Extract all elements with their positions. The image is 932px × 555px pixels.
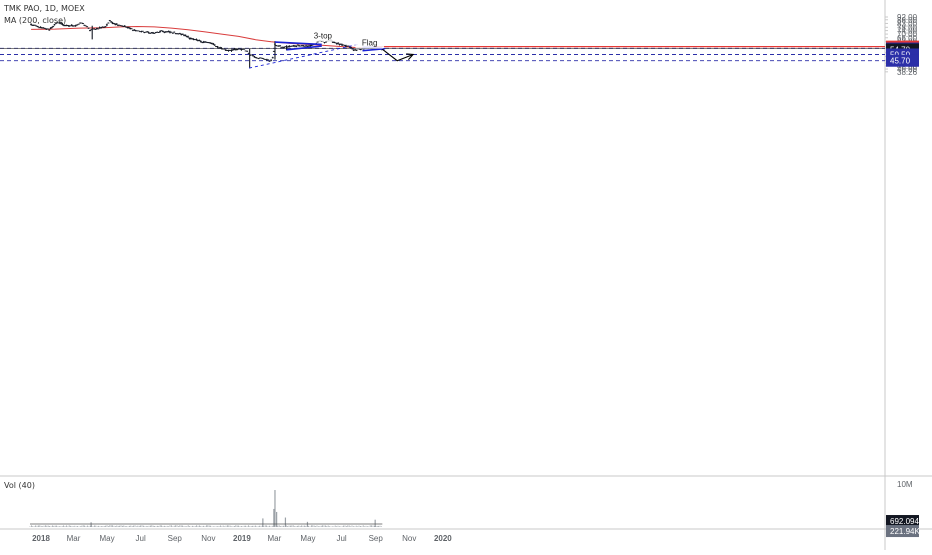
x-tick-label: Nov: [402, 534, 416, 543]
x-tick-label: Mar: [67, 534, 81, 543]
drawings-layer: 3-top Flag: [249, 28, 885, 69]
y-tick-label: 78.00: [897, 23, 918, 32]
trendline: [362, 47, 386, 52]
price-label: 45.70: [890, 57, 911, 66]
x-tick-label: Mar: [268, 534, 282, 543]
price-labels: 57.2655.7055.5054.7050.5045.70692.094K22…: [886, 40, 925, 538]
x-tick-label: Jul: [136, 534, 146, 543]
price-label-box: [886, 54, 919, 67]
volume-scale-label: 10M: [897, 480, 913, 489]
three-top-label: 3-top: [314, 31, 333, 40]
y-tick-label: 38.26: [897, 68, 918, 77]
flag-label: Flag: [362, 39, 378, 48]
x-tick-label: Jul: [336, 534, 346, 543]
flag-label-bg: [355, 35, 385, 49]
y-tick-label: 92.00: [897, 13, 918, 22]
trendline: [286, 45, 322, 51]
x-tick-label: Sep: [369, 534, 384, 543]
y-tick-label: 66.00: [897, 34, 918, 43]
volume-value-label-box: [886, 525, 919, 538]
moving-average-line: [31, 25, 382, 49]
trendline: [274, 41, 322, 46]
y-tick-label: 83.00: [897, 19, 918, 28]
y-tick-label: 70.00: [897, 30, 918, 39]
symbol-title[interactable]: TMK PAO, 1D, MOEX: [4, 4, 85, 13]
volume-value-label: 692.094K: [890, 517, 925, 526]
moving-average-layer: [31, 25, 382, 49]
price-bars: [30, 19, 383, 68]
x-tick-label: 2018: [32, 534, 50, 543]
y-tick-label: 88.00: [897, 16, 918, 25]
time-axis[interactable]: 2018 Mar May Jul Sep Nov 2019 Mar May Jul Sep Nov 20…: [32, 534, 452, 543]
volume-value-label-box: [886, 515, 919, 528]
x-tick-label: Nov: [201, 534, 215, 543]
volume-value-label: 221.94K: [890, 527, 920, 536]
indicator-title[interactable]: MA (200, close): [4, 16, 67, 25]
y-tick-label: 74.00: [897, 27, 918, 36]
three-top-label-bg: [305, 28, 340, 42]
x-tick-label: 2019: [233, 534, 251, 543]
y-tick-label: 40.00: [897, 65, 918, 74]
dashed-trendline: [249, 44, 359, 69]
x-tick-label: 2020: [434, 534, 452, 543]
x-tick-label: May: [300, 534, 315, 543]
projection-path: [381, 48, 414, 62]
volume-pane: 10M: [29, 480, 913, 527]
horizontal-lines: [0, 47, 885, 62]
x-tick-label: Sep: [168, 534, 183, 543]
projection-arrowhead: [406, 53, 415, 60]
x-tick-label: May: [99, 534, 114, 543]
volume-title[interactable]: Vol (40): [4, 481, 35, 490]
